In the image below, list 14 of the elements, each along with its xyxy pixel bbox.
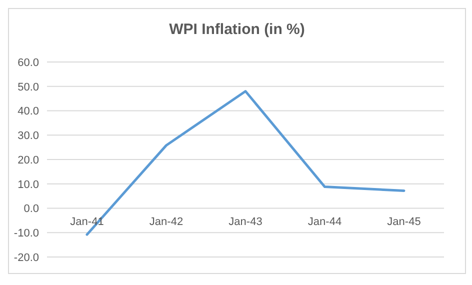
y-tick-label: 60.0 [18,56,39,69]
y-tick-label: 0.0 [24,203,39,216]
y-tick-label: 10.0 [18,178,39,191]
x-tick-label: Jan-43 [228,216,262,228]
y-tick-label: 40.0 [18,106,39,118]
y-tick-label: 20.0 [18,154,39,166]
x-tick-label: Jan-42 [149,216,184,228]
x-tick-label: Jan-44 [308,216,342,228]
y-tick-label: -10.0 [14,228,39,240]
y-tick-label: 30.0 [18,130,39,142]
x-tick-label: Jan-45 [387,216,421,228]
y-tick-label: 50.0 [18,81,39,94]
chart-title: WPI Inflation (in %) [168,21,306,38]
y-tick-label: -20.0 [14,252,39,264]
